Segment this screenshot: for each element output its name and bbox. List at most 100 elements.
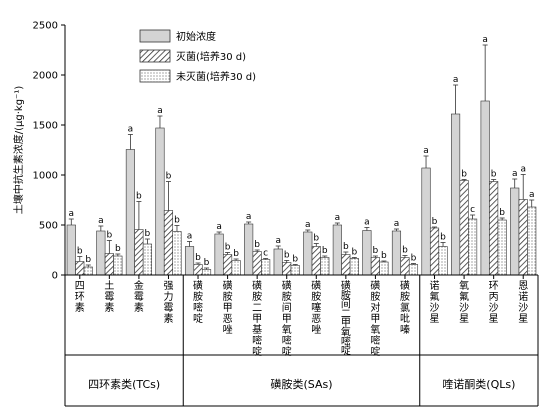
bar (303, 231, 313, 276)
category-label: 氧氟沙星 (459, 279, 469, 325)
bar (244, 223, 254, 276)
bar (172, 231, 182, 276)
category-label: 环丙沙星 (489, 281, 499, 325)
bar (497, 219, 507, 276)
category-label: 磺胺对甲氧嘧啶 (370, 279, 380, 358)
bar (518, 199, 528, 276)
significance-letter: b (411, 254, 417, 264)
significance-letter: b (322, 246, 328, 256)
significance-letter: a (187, 232, 193, 242)
significance-letter: a (305, 220, 311, 230)
y-tick-label: 2000 (33, 71, 58, 82)
significance-letter: b (284, 251, 290, 261)
significance-letter: b (491, 170, 497, 180)
bar (480, 100, 490, 276)
group-label: 磺胺类(SAs) (270, 377, 332, 391)
significance-letter: b (432, 217, 438, 227)
significance-letter: a (157, 106, 163, 116)
category-label: 金霉素 (134, 279, 144, 314)
significance-letter: b (254, 240, 260, 250)
bar (332, 224, 342, 276)
significance-letter: b (106, 231, 112, 241)
significance-letter: a (512, 169, 518, 179)
significance-letter: c (470, 205, 475, 215)
bar (421, 167, 431, 276)
significance-letter: b (351, 248, 357, 258)
bar (341, 254, 351, 276)
error-bars (68, 44, 535, 270)
category-label: 磺胺氯吡嗪 (400, 279, 410, 336)
bar (155, 127, 165, 276)
bar (438, 246, 448, 276)
bar (75, 261, 85, 276)
significance-letter: b (77, 247, 83, 257)
significance-letter: a (128, 125, 134, 135)
plot-area (66, 100, 537, 276)
bar (214, 233, 224, 276)
category-label: 磺胺噻恶唑 (311, 279, 321, 336)
bar (261, 259, 271, 276)
bar (252, 251, 262, 276)
group-boxes: 四环素类(TCs) 磺胺类(SAs) 喹诺酮类(QLs) (64, 275, 539, 407)
significance-letter: b (373, 246, 379, 256)
bar (125, 149, 135, 276)
bar (142, 243, 152, 276)
significance-letter: a (335, 213, 341, 223)
significance-letter: b (343, 242, 349, 252)
significance-letter: a (69, 209, 75, 219)
bar (231, 260, 241, 276)
bar (193, 264, 203, 276)
category-label: 诺氟沙星 (430, 280, 440, 325)
significance-letter: b (233, 249, 239, 259)
x-axis (65, 274, 538, 279)
bar (163, 210, 174, 276)
significance-letter: a (423, 146, 429, 156)
legend-label: 初始浓度 (176, 30, 216, 43)
significance-letter: b (461, 170, 467, 180)
category-labels: 四环素 土霉素 金霉素 强力霉素 磺胺嘧啶 磺胺甲恶唑 磺胺二甲基嘧啶 磺胺间甲氧嘧啶 磺胺噻恶… (75, 279, 528, 358)
bar (83, 266, 93, 276)
significance-letter: b (195, 253, 201, 263)
significance-letter: b (136, 192, 142, 202)
bar (311, 246, 321, 276)
y-tick-label: 1500 (33, 121, 58, 132)
category-label: 恩诺沙星 (518, 280, 528, 325)
bar (429, 227, 440, 276)
bar (66, 224, 76, 276)
y-tick-label: 0 (52, 271, 58, 282)
significance-letter: b (313, 234, 319, 244)
bar (400, 257, 410, 276)
bar (349, 258, 359, 276)
significance-letter: b (440, 233, 446, 243)
significance-letter: b (166, 172, 172, 182)
bar (320, 257, 330, 276)
significance-letter: a (98, 216, 104, 226)
bar (134, 229, 144, 276)
bar (113, 255, 123, 276)
legend-swatch (139, 29, 171, 43)
significance-letter: b (174, 216, 180, 226)
legend-label: 未灭菌(培养30 d) (176, 70, 256, 83)
bar (370, 257, 380, 276)
significance-letter: a (216, 222, 222, 232)
significance-letter: b (402, 246, 408, 256)
significance-letter: a (246, 212, 252, 222)
bar (527, 206, 537, 276)
significance-letter: b (85, 255, 91, 265)
bar (489, 181, 499, 276)
bar (362, 230, 372, 276)
legend-label: 灭菌(培养30 d) (176, 50, 246, 63)
y-axis-label: 土壤中抗生素浓度/(μg·kg⁻¹) (12, 86, 25, 215)
group-label: 四环素类(TCs) (88, 377, 160, 391)
category-label: 磺胺二甲基嘧啶 (252, 279, 262, 358)
significance-letter: b (145, 229, 151, 239)
significance-letter: a (364, 218, 370, 228)
significance-letter: b (499, 208, 505, 218)
significance-letter: a (529, 190, 535, 200)
significance-letter: a (520, 165, 526, 175)
bar (96, 230, 106, 276)
bar (391, 230, 402, 276)
